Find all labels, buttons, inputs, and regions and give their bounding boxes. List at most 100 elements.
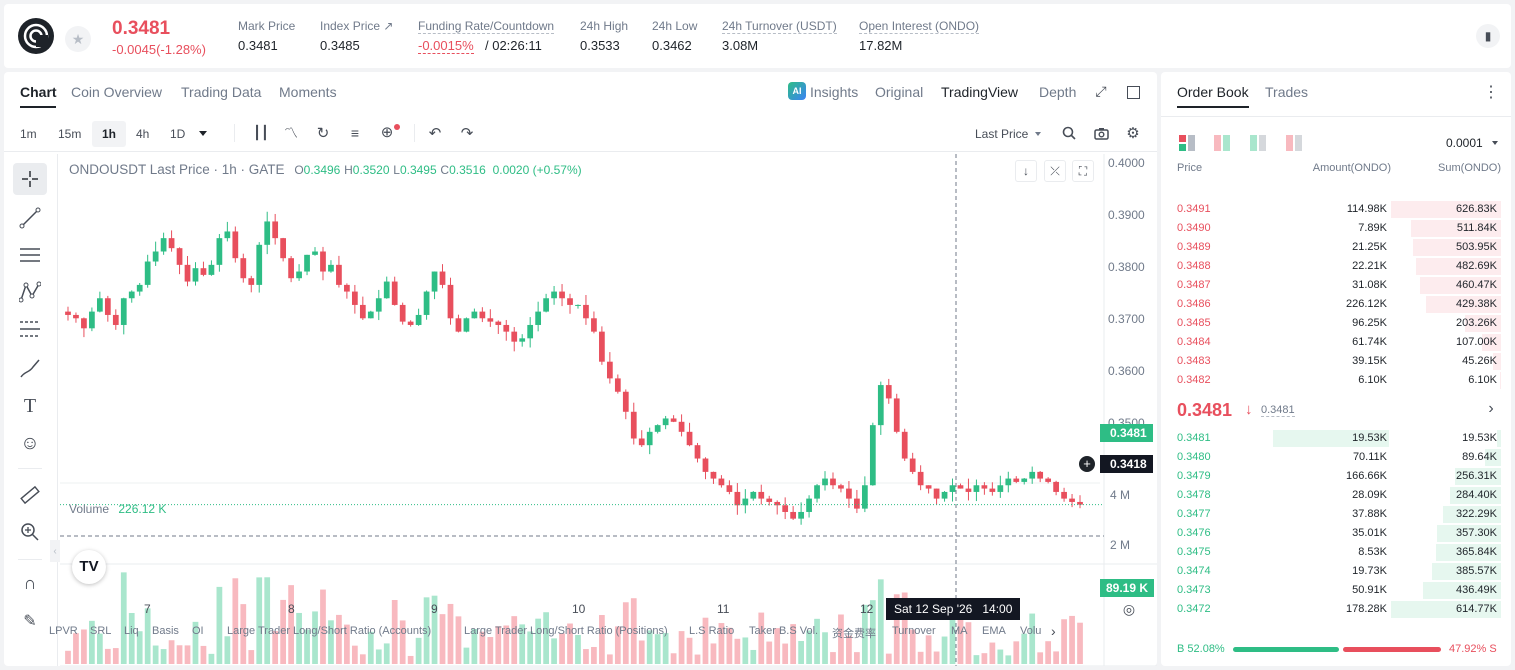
interval-dropdown-icon[interactable] (199, 131, 207, 136)
tab-coin-overview[interactable]: Coin Overview (71, 84, 163, 100)
bid-row[interactable]: 0.3472 178.28K 614.77K (1161, 600, 1511, 619)
indicator-volume[interactable]: Volu (1020, 625, 1042, 637)
fib-retracement-icon[interactable] (17, 316, 43, 342)
interval-1h[interactable]: 1h (92, 121, 127, 147)
window-icon[interactable] (1127, 86, 1140, 99)
zoom-in-icon[interactable] (17, 519, 43, 545)
templates-icon[interactable]: ≡ (350, 125, 360, 141)
tradingview-logo[interactable]: TV (72, 550, 106, 584)
view-bids-icon[interactable] (1250, 135, 1266, 151)
precision-chevron-icon[interactable] (1492, 141, 1498, 145)
replay-icon[interactable]: ↻ (316, 125, 330, 142)
view-both-icon[interactable] (1179, 135, 1195, 151)
ask-row[interactable]: 0.3488 22.21K 482.69K (1161, 257, 1511, 276)
exchange-logo[interactable] (18, 18, 54, 54)
precision-select[interactable]: 0.0001 (1446, 136, 1483, 150)
ruler-icon[interactable] (17, 482, 43, 508)
indicator-large-trader-accounts[interactable]: Large Trader Long/Short Ratio (Accounts) (227, 625, 432, 637)
indicator-ema[interactable]: EMA (982, 625, 1006, 637)
price-source-chevron-icon[interactable] (1035, 132, 1041, 136)
notebook-icon[interactable]: ▮ (1476, 24, 1500, 48)
indicator-ma[interactable]: MA (951, 625, 968, 637)
tab-moments[interactable]: Moments (279, 84, 337, 100)
emoji-icon[interactable]: ☺ (20, 433, 40, 454)
search-icon[interactable] (1060, 124, 1078, 142)
interval-15m[interactable]: 15m (58, 127, 82, 141)
ask-row[interactable]: 0.3486 226.12K 429.38K (1161, 295, 1511, 314)
view-asks-icon[interactable] (1286, 135, 1302, 151)
tab-trades[interactable]: Trades (1265, 84, 1309, 100)
indicators-icon[interactable]: 〽 (284, 125, 298, 141)
star-icon[interactable]: ★ (65, 26, 91, 52)
ask-row[interactable]: 0.3491 114.98K 626.83K (1161, 200, 1511, 219)
indicator-srl[interactable]: SRL (90, 625, 112, 637)
more-menu-icon[interactable]: ⋮ (1483, 84, 1499, 101)
magnet-icon[interactable]: ∩ (23, 572, 37, 593)
indicator-lpvr[interactable]: LPVR (49, 625, 78, 637)
brush-icon[interactable] (17, 355, 43, 381)
index-price-label[interactable]: Index Price ↗ (320, 19, 394, 33)
view-tradingview[interactable]: TradingView (941, 84, 1019, 100)
bid-row[interactable]: 0.3475 8.53K 365.84K (1161, 543, 1511, 562)
bid-row[interactable]: 0.3480 70.11K 89.64K (1161, 448, 1511, 467)
ask-row[interactable]: 0.3490 7.89K 511.84K (1161, 219, 1511, 238)
bid-row[interactable]: 0.3474 19.73K 385.57K (1161, 562, 1511, 581)
trend-line-icon[interactable] (17, 205, 43, 231)
candle-type-icon[interactable]: ┃┃ (253, 125, 269, 140)
pencil-lock-icon[interactable]: ✎ (23, 613, 37, 630)
mid-price[interactable]: 0.3481 (1177, 400, 1233, 420)
indicator-basis[interactable]: Basis (152, 625, 179, 637)
add-alert-plus-icon[interactable]: + (1079, 456, 1095, 472)
indicator-turnover[interactable]: Turnover (892, 625, 936, 637)
reset-chart-icon[interactable]: ◎ (1122, 600, 1136, 617)
bid-row[interactable]: 0.3478 28.09K 284.40K (1161, 486, 1511, 505)
crosshair-icon[interactable] (13, 163, 47, 195)
ask-row[interactable]: 0.3483 39.15K 45.26K (1161, 352, 1511, 371)
text-tool-icon[interactable]: T (23, 394, 37, 417)
view-depth[interactable]: Depth (1039, 84, 1077, 100)
interval-1d[interactable]: 1D (170, 127, 186, 141)
ask-row[interactable]: 0.3487 31.08K 460.47K (1161, 276, 1511, 295)
tab-chart[interactable]: Chart (20, 84, 57, 100)
mid-chevron-right-icon[interactable]: › (1488, 400, 1494, 417)
view-original[interactable]: Original (875, 84, 924, 100)
funding-rate-label[interactable]: Funding Rate/Countdown (418, 19, 555, 34)
settings-gear-icon[interactable]: ⚙ (1126, 125, 1140, 142)
indicator-funding-rate[interactable]: 资金费率 (832, 628, 876, 640)
bid-row[interactable]: 0.3473 50.91K 436.49K (1161, 581, 1511, 600)
redo-icon[interactable]: ↷ (460, 125, 474, 142)
collapse-left-icon[interactable]: ‹ (50, 540, 60, 562)
ask-row[interactable]: 0.3482 6.10K 6.10K (1161, 371, 1511, 390)
indicator-taker-vol[interactable]: Taker B.S Vol. (749, 625, 819, 637)
horizontal-lines-icon[interactable] (17, 242, 43, 268)
indicator-liq[interactable]: Liq (124, 625, 139, 637)
chart-arrow-down-icon[interactable]: ↓ (1015, 160, 1037, 182)
ask-row[interactable]: 0.3489 21.25K 503.95K (1161, 238, 1511, 257)
indicator-scroll-right-icon[interactable]: › (1051, 623, 1056, 639)
bid-row[interactable]: 0.3476 35.01K 357.30K (1161, 524, 1511, 543)
indicator-ls-ratio[interactable]: L.S Ratio (689, 625, 735, 637)
ask-row[interactable]: 0.3485 96.25K 203.26K (1161, 314, 1511, 333)
price-source-select[interactable]: Last Price (975, 127, 1029, 141)
tab-trading-data[interactable]: Trading Data (181, 84, 262, 100)
alert-icon[interactable]: ⊕ (380, 124, 394, 141)
interval-1m[interactable]: 1m (20, 127, 37, 141)
interval-4h[interactable]: 4h (136, 127, 150, 141)
indicator-oi[interactable]: OI (192, 625, 204, 637)
indicator-large-trader-positions[interactable]: Large Trader Long/Short Ratio (Positions… (464, 625, 668, 637)
candlestick-chart[interactable] (60, 154, 1157, 666)
insights-icon[interactable]: AI (788, 82, 806, 100)
chart-collapse-icon[interactable]: ⤫ (1044, 160, 1066, 182)
undo-icon[interactable]: ↶ (428, 125, 442, 142)
chart-fullscreen-icon[interactable]: ⛶ (1072, 160, 1094, 182)
view-insights[interactable]: Insights (810, 84, 859, 100)
tab-order-book[interactable]: Order Book (1177, 84, 1249, 100)
ask-row[interactable]: 0.3484 61.74K 107.00K (1161, 333, 1511, 352)
bid-row[interactable]: 0.3481 19.53K 19.53K (1161, 429, 1511, 448)
pattern-icon[interactable] (17, 279, 43, 305)
view-both-alt-icon[interactable] (1214, 135, 1230, 151)
bid-row[interactable]: 0.3477 37.88K 322.29K (1161, 505, 1511, 524)
expand-icon[interactable]: ⤢ (1095, 82, 1107, 99)
bid-row[interactable]: 0.3479 166.66K 256.31K (1161, 467, 1511, 486)
camera-icon[interactable] (1092, 124, 1110, 142)
